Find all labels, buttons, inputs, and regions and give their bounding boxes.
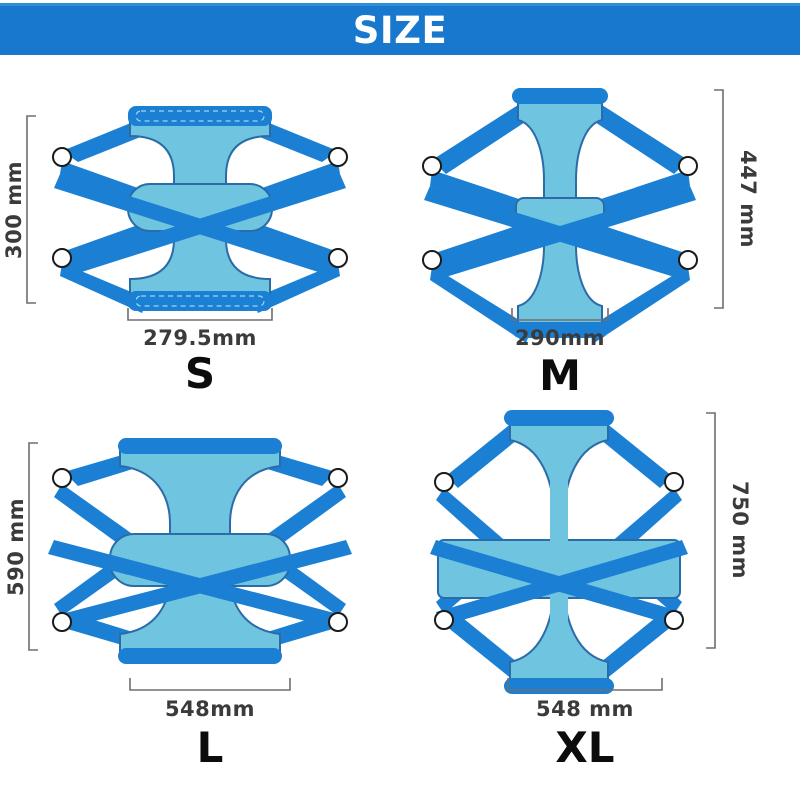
height-dimension-xl: 750 mm <box>706 412 752 649</box>
size-chart-grid: 300 mm <box>0 58 800 800</box>
device-graphic-xl <box>430 410 688 694</box>
size-letter-s: S <box>185 349 215 398</box>
size-diagram-l: 590 mm <box>4 438 352 772</box>
size-letter-m: M <box>539 351 581 400</box>
device-graphic-l <box>48 438 352 664</box>
height-dimension-l: 590 mm <box>4 442 38 651</box>
height-dimension-label-m: 447 mm <box>736 150 760 248</box>
size-panel-xl: 750 mm <box>400 400 800 800</box>
device-graphic-s <box>52 106 348 313</box>
size-panel-l: 590 mm <box>0 400 400 800</box>
width-dimension-label-s: 279.5mm <box>143 326 257 350</box>
size-letter-l: L <box>197 723 224 772</box>
width-dimension-label-xl: 548 mm <box>536 697 634 721</box>
size-panel-s: 300 mm <box>0 58 400 400</box>
size-diagram-s: 300 mm <box>2 106 348 398</box>
size-diagram-m: 447 mm <box>422 88 760 400</box>
size-letter-xl: XL <box>555 723 614 772</box>
width-dimension-xl: 548 mm <box>507 678 663 721</box>
height-dimension-s: 300 mm <box>2 115 36 304</box>
page-title: SIZE <box>352 9 448 52</box>
height-dimension-m: 447 mm <box>714 89 760 309</box>
width-dimension-l: 548mm <box>129 678 291 721</box>
width-dimension-label-m: 290mm <box>515 326 605 350</box>
width-dimension-s: 279.5mm <box>127 308 273 350</box>
width-dimension-label-l: 548mm <box>165 697 255 721</box>
height-dimension-label-l: 590 mm <box>4 498 28 596</box>
size-header-bar: SIZE <box>0 3 800 55</box>
size-panel-m: 447 mm <box>400 58 800 400</box>
device-graphic-m <box>422 88 698 343</box>
height-dimension-label-s: 300 mm <box>2 161 26 259</box>
size-diagram-xl: 750 mm <box>430 410 752 772</box>
width-dimension-m: 290mm <box>511 308 609 350</box>
height-dimension-label-xl: 750 mm <box>728 481 752 579</box>
